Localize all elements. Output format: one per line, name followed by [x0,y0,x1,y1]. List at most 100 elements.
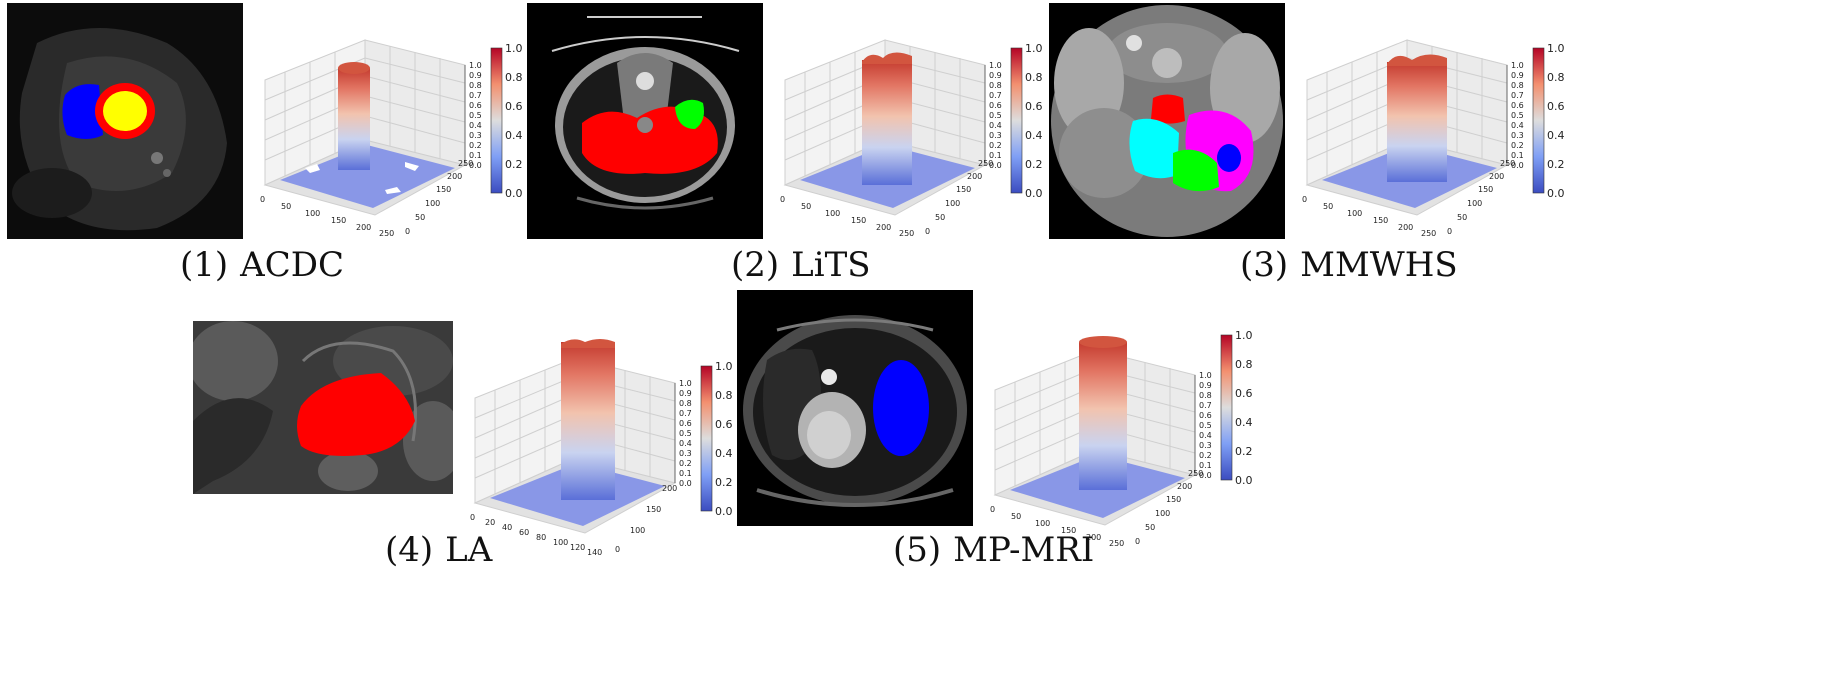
lits-z-tick: 1.0 [989,61,1002,70]
caption-number: (2) [731,245,780,285]
caption-mmwhs: (3) MMWHS [1240,245,1458,285]
acdc-colorbar-tick: 0.8 [505,71,523,84]
mpmri-y-tick: 0 [1135,537,1140,546]
lits-z-tick: 0.6 [989,101,1002,110]
la-colorbar-tick: 0.0 [715,505,733,518]
mpmri-z-tick: 0.0 [1199,471,1212,480]
mpmri-z-tick: 0.8 [1199,391,1212,400]
la-z-tick: 0.1 [679,469,692,478]
mmwhs-colorbar-tick: 0.4 [1547,129,1565,142]
la-z-tick: 0.2 [679,459,692,468]
la-y-tick: 0 [615,545,620,554]
lits-x-ticks: 0 50 100 150 200 250 [780,195,914,238]
caption-number: (1) [180,245,229,285]
mmwhs-z-tick: 0.8 [1511,81,1524,90]
lits-x-tick: 150 [851,216,866,225]
acdc-y-tick: 250 [458,159,473,168]
mmwhs-segmentation-image [1049,3,1285,239]
mmwhs-x-tick: 150 [1373,216,1388,225]
lits-z-tick: 0.9 [989,71,1002,80]
lits-z-tick: 0.8 [989,81,1002,90]
acdc-y-tick: 100 [425,199,440,208]
acdc-z-tick: 0.2 [469,141,482,150]
mpmri-y-tick: 100 [1155,509,1170,518]
mpmri-z-tick: 0.1 [1199,461,1212,470]
acdc-colorbar-tick: 1.0 [505,42,523,55]
acdc-x-tick: 100 [305,209,320,218]
acdc-x-tick: 200 [356,223,371,232]
la-x-tick: 80 [536,533,546,542]
mmwhs-y-tick: 0 [1447,227,1452,236]
acdc-colorbar-tick: 0.0 [505,187,523,200]
mmwhs-z-tick: 0.1 [1511,151,1524,160]
mpmri-y-tick: 50 [1145,523,1155,532]
la-probability-plot: 1.0 0.9 0.8 0.7 0.6 0.5 0.4 0.3 0.2 0.1 … [465,338,735,563]
lits-x-tick: 0 [780,195,785,204]
mmwhs-z-ticks: 1.0 0.9 0.8 0.7 0.6 0.5 0.4 0.3 0.2 0.1 … [1511,61,1524,170]
acdc-z-tick: 0.0 [469,161,482,170]
acdc-x-tick: 0 [260,195,265,204]
caption-la: (4) LA [385,530,492,570]
caption-number: (4) [385,530,434,570]
la-y-tick: 100 [630,526,645,535]
lits-z-tick: 0.3 [989,131,1002,140]
mpmri-z-tick: 0.2 [1199,451,1212,460]
mpmri-colorbar-tick: 0.2 [1235,445,1253,458]
mmwhs-colorbar-tick: 0.0 [1547,187,1565,200]
acdc-z-tick: 0.1 [469,151,482,160]
mpmri-z-tick: 0.4 [1199,431,1212,440]
mmwhs-colorbar-tick: 0.6 [1547,100,1565,113]
la-x-tick: 120 [570,543,585,552]
la-x-tick: 0 [470,513,475,522]
la-colorbar-tick: 0.4 [715,447,733,460]
caption-lits: (2) LiTS [731,245,871,285]
mmwhs-y-tick: 200 [1489,172,1504,181]
acdc-z-ticks: 1.0 0.9 0.8 0.7 0.6 0.5 0.4 0.3 0.2 0.1 … [469,61,482,170]
la-z-ticks: 1.0 0.9 0.8 0.7 0.6 0.5 0.4 0.3 0.2 0.1 … [679,379,692,488]
mmwhs-x-tick: 200 [1398,223,1413,232]
lits-y-tick: 250 [978,159,993,168]
la-colorbar-tick: 0.6 [715,418,733,431]
acdc-colorbar-tick: 0.2 [505,158,523,171]
mpmri-y-tick: 200 [1177,482,1192,491]
la-x-tick: 40 [502,523,512,532]
mmwhs-y-ticks: 0 50 100 150 200 250 [1447,159,1515,236]
la-z-tick: 0.3 [679,449,692,458]
mmwhs-x-tick: 0 [1302,195,1307,204]
acdc-x-tick: 250 [379,229,394,238]
caption-mpmri: (5) MP-MRI [893,530,1094,570]
mmwhs-y-tick: 50 [1457,213,1467,222]
mpmri-z-ticks: 1.0 0.9 0.8 0.7 0.6 0.5 0.4 0.3 0.2 0.1 … [1199,371,1212,480]
mmwhs-probability-plot: 1.0 0.9 0.8 0.7 0.6 0.5 0.4 0.3 0.2 0.1 … [1297,20,1567,245]
lits-y-ticks: 0 50 100 150 200 250 [925,159,993,236]
lits-y-tick: 200 [967,172,982,181]
la-z-tick: 0.4 [679,439,692,448]
mmwhs-z-tick: 0.0 [1511,161,1524,170]
acdc-z-tick: 0.3 [469,131,482,140]
lits-probability-plot: 1.0 0.9 0.8 0.7 0.6 0.5 0.4 0.3 0.2 0.1 … [775,20,1045,245]
mmwhs-colorbar-ticks: 1.0 0.8 0.6 0.4 0.2 0.0 [1547,42,1565,200]
acdc-y-tick: 200 [447,172,462,181]
lits-x-tick: 50 [801,202,811,211]
mpmri-x-ticks: 0 50 100 150 200 250 [990,505,1124,548]
la-z-tick: 0.0 [679,479,692,488]
mmwhs-colorbar-tick: 1.0 [1547,42,1565,55]
mpmri-z-tick: 0.7 [1199,401,1212,410]
mmwhs-colorbar-tick: 0.2 [1547,158,1565,171]
acdc-y-tick: 150 [436,185,451,194]
lits-colorbar-tick: 0.6 [1025,100,1043,113]
mpmri-x-tick: 150 [1061,526,1076,535]
mmwhs-y-tick: 150 [1478,185,1493,194]
la-colorbar-tick: 0.8 [715,389,733,402]
lits-colorbar-tick: 0.0 [1025,187,1043,200]
acdc-colorbar [490,47,503,194]
acdc-probability-plot: 1.0 0.9 0.8 0.7 0.6 0.5 0.4 0.3 0.2 0.1 … [255,20,525,245]
la-x-tick: 140 [587,548,602,557]
la-z-tick: 1.0 [679,379,692,388]
acdc-z-tick: 0.8 [469,81,482,90]
la-z-tick: 0.9 [679,389,692,398]
acdc-z-tick: 1.0 [469,61,482,70]
lits-z-tick: 0.2 [989,141,1002,150]
mmwhs-x-tick: 100 [1347,209,1362,218]
la-z-tick: 0.7 [679,409,692,418]
